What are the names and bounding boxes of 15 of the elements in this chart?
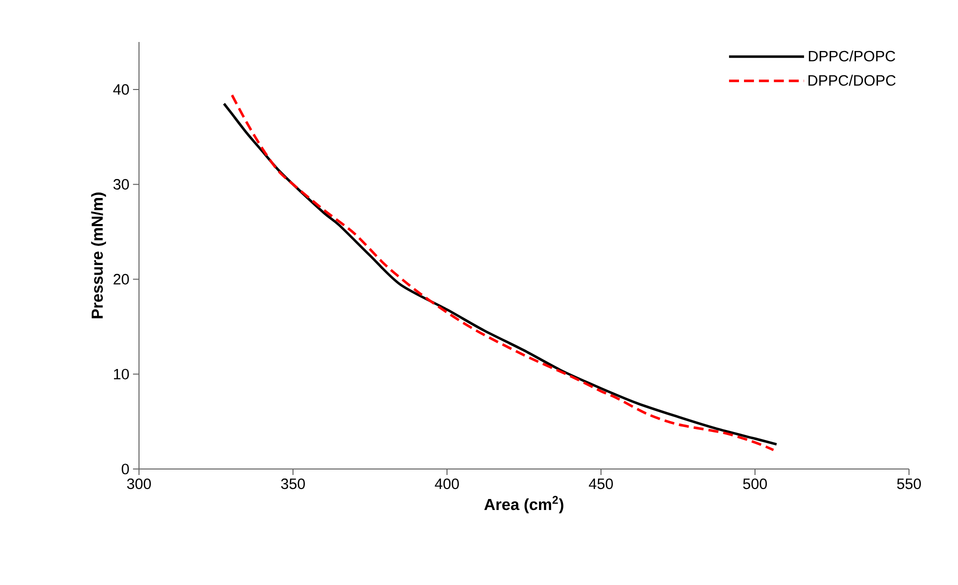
y-tick-label: 30 — [113, 179, 129, 190]
x-tick-label: 350 — [281, 478, 305, 490]
x-tick-label: 300 — [127, 478, 151, 490]
x-axis-title: Area (cm$^{2}$) — [484, 496, 564, 514]
x-tick-label: 550 — [897, 478, 921, 490]
x-tick-label: 450 — [588, 478, 613, 490]
text: DPPC/POPC — [808, 50, 896, 62]
x-tick-label: 500 — [743, 478, 767, 490]
y-tick-label: 10 — [114, 368, 129, 380]
x-tick-label: 400 — [434, 478, 459, 490]
y-tick-label: 20 — [114, 274, 129, 285]
y-tick-label: 40 — [113, 84, 129, 95]
y-axis-title: Pressure (mN/m) — [91, 192, 106, 318]
y-tick-label: 0 — [122, 464, 129, 474]
text: DPPC/DOPC — [808, 74, 896, 86]
